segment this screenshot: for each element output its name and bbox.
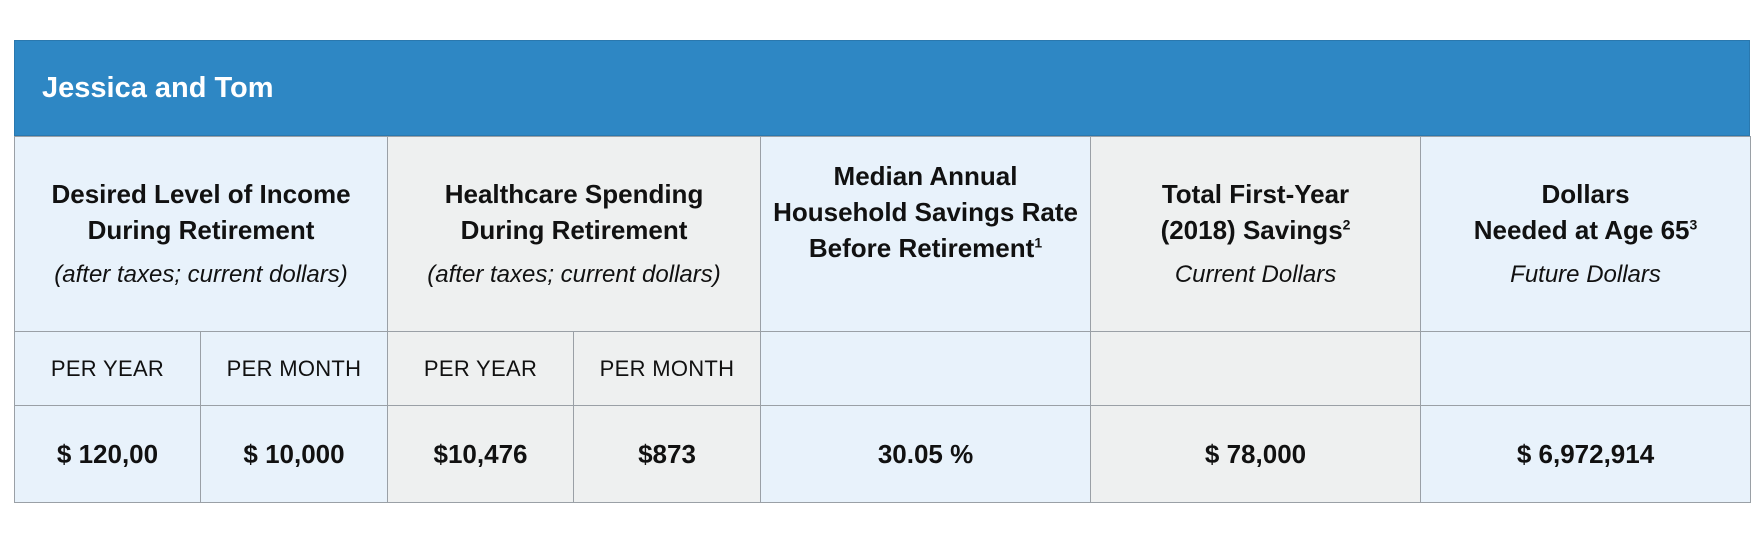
table-title: Jessica and Tom bbox=[14, 40, 1750, 136]
value-row: $ 120,00 $ 10,000 $10,476 $873 30.05 % $… bbox=[14, 405, 1752, 503]
healthcare-header-line1: Healthcare Spending bbox=[444, 179, 704, 209]
needed-header: Dollars Needed at Age 653 Future Dollars bbox=[1420, 136, 1752, 332]
subheader-row: PER YEAR PER MONTH PER YEAR PER MONTH bbox=[14, 331, 1752, 406]
health-per-year-label: PER YEAR bbox=[387, 331, 575, 406]
income-header-line1: Desired Level of Income bbox=[51, 179, 351, 209]
health-per-month-value: $873 bbox=[573, 405, 762, 503]
dollars-needed-value: $ 6,972,914 bbox=[1420, 405, 1752, 503]
savings-rate-header: Median Annual Household Savings Rate Bef… bbox=[760, 136, 1092, 332]
first-year-header: Total First-Year (2018) Savings2 Current… bbox=[1090, 136, 1422, 332]
income-header-line2: During Retirement bbox=[87, 215, 315, 245]
first-year-header-line1: Total First-Year bbox=[1161, 179, 1350, 209]
income-header-note: (after taxes; current dollars) bbox=[54, 261, 348, 288]
health-per-year-value: $10,476 bbox=[387, 405, 575, 503]
first-year-header-note: Current Dollars bbox=[1174, 261, 1337, 288]
income-per-year-label: PER YEAR bbox=[14, 331, 201, 406]
needed-sub-empty bbox=[1420, 331, 1752, 406]
healthcare-header-note: (after taxes; current dollars) bbox=[427, 261, 721, 288]
savings-rate-header-line1: Median Annual bbox=[833, 161, 1018, 191]
savings-rate-value: 30.05 % bbox=[760, 405, 1092, 503]
retirement-data-grid: Desired Level of Income During Retiremen… bbox=[13, 136, 1752, 503]
income-per-year-value: $ 120,00 bbox=[14, 405, 201, 503]
footnote-3: 3 bbox=[1689, 216, 1698, 233]
income-header: Desired Level of Income During Retiremen… bbox=[13, 136, 389, 332]
footnote-2: 2 bbox=[1342, 216, 1351, 233]
needed-header-line1: Dollars bbox=[1541, 179, 1630, 209]
footnote-1: 1 bbox=[1034, 234, 1043, 251]
header-row: Desired Level of Income During Retiremen… bbox=[13, 136, 1752, 332]
savings-rate-sub-empty bbox=[760, 331, 1092, 406]
needed-header-line2-wrap: Needed at Age 653 bbox=[1431, 212, 1740, 248]
savings-rate-header-line3-wrap: Before Retirement1 bbox=[771, 230, 1080, 266]
savings-rate-header-line2: Household Savings Rate bbox=[773, 197, 1078, 227]
retirement-table: Jessica and Tom Desired Level of Income … bbox=[13, 40, 1752, 503]
first-year-sub-empty bbox=[1090, 331, 1422, 406]
savings-rate-header-line3: Before Retirement bbox=[808, 233, 1035, 263]
needed-header-note: Future Dollars bbox=[1510, 261, 1661, 288]
healthcare-header: Healthcare Spending During Retirement (a… bbox=[387, 136, 762, 332]
income-per-month-label: PER MONTH bbox=[199, 331, 389, 406]
first-year-header-line2: (2018) Savings bbox=[1160, 215, 1343, 245]
first-year-savings-value: $ 78,000 bbox=[1090, 405, 1422, 503]
health-per-month-label: PER MONTH bbox=[573, 331, 762, 406]
healthcare-header-line2: During Retirement bbox=[460, 215, 688, 245]
first-year-header-line2-wrap: (2018) Savings2 bbox=[1101, 212, 1410, 248]
needed-header-line2: Needed at Age 65 bbox=[1473, 215, 1690, 245]
income-per-month-value: $ 10,000 bbox=[199, 405, 389, 503]
